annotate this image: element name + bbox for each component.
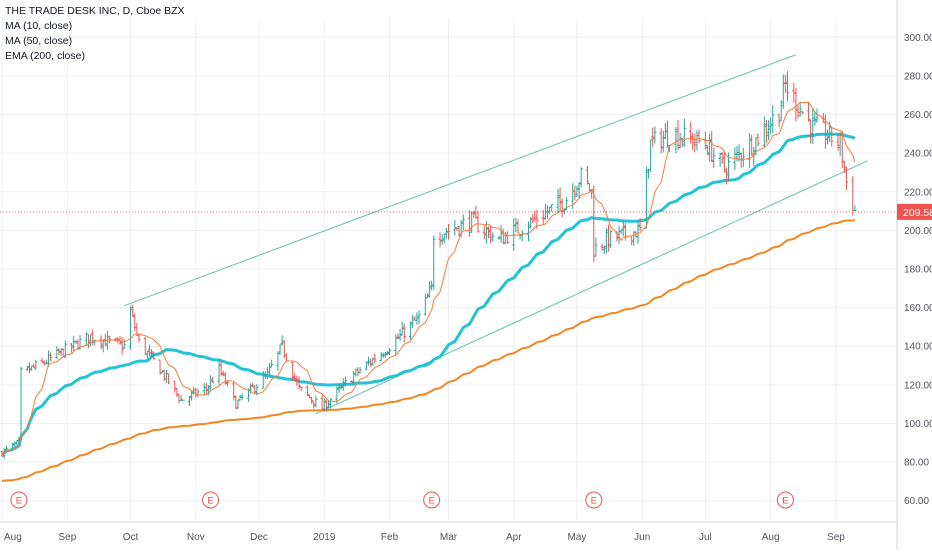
earnings-marker[interactable]: E (203, 492, 219, 508)
y-tick-label: 80.00 (904, 458, 929, 469)
y-tick-label: 160.00 (904, 303, 932, 314)
earnings-marker[interactable]: E (586, 492, 602, 508)
legend-symbol: THE TRADE DESK INC, D, Cboe BZX (5, 4, 185, 19)
x-tick-label: Apr (506, 532, 522, 543)
chart-legend: THE TRADE DESK INC, D, Cboe BZX MA (10, … (5, 4, 185, 64)
earnings-marker-label: E (16, 496, 22, 507)
x-tick-label: 2019 (313, 532, 336, 543)
legend-ema200[interactable]: EMA (200, close) (5, 49, 185, 64)
y-tick-label: 180.00 (904, 265, 932, 276)
x-tick-label: Aug (4, 532, 22, 543)
x-tick-label: Nov (187, 532, 205, 543)
y-tick-label: 140.00 (904, 342, 932, 353)
y-tick-label: 220.00 (904, 187, 932, 198)
y-tick-label: 260.00 (904, 110, 932, 121)
earnings-marker-label: E (428, 496, 434, 507)
earnings-marker[interactable]: E (11, 492, 27, 508)
y-tick-label: 120.00 (904, 380, 932, 391)
x-tick-label: Sep (58, 532, 76, 543)
x-tick-label: Oct (123, 532, 139, 543)
legend-ma10[interactable]: MA (10, close) (5, 19, 185, 34)
y-tick-label: 200.00 (904, 226, 932, 237)
y-tick-label: 280.00 (904, 71, 932, 82)
y-tick-label: 300.00 (904, 33, 932, 44)
x-tick-label: Dec (250, 532, 268, 543)
x-tick-label: Feb (381, 532, 399, 543)
x-tick-label: Aug (762, 532, 780, 543)
x-tick-label: Mar (440, 532, 458, 543)
earnings-marker[interactable]: E (424, 492, 440, 508)
x-tick-label: Jul (699, 532, 712, 543)
y-tick-label: 240.00 (904, 149, 932, 160)
earnings-marker-label: E (782, 496, 788, 507)
last-price-label: 209.58 (903, 207, 932, 219)
earnings-marker-label: E (591, 496, 597, 507)
earnings-marker[interactable]: E (777, 492, 793, 508)
earnings-marker-label: E (207, 496, 213, 507)
x-tick-label: May (567, 532, 586, 543)
x-tick-label: Sep (827, 532, 845, 543)
y-tick-label: 100.00 (904, 419, 932, 430)
y-tick-label: 60.00 (904, 496, 929, 507)
legend-ma50[interactable]: MA (50, close) (5, 34, 185, 49)
x-tick-label: Jun (634, 532, 650, 543)
